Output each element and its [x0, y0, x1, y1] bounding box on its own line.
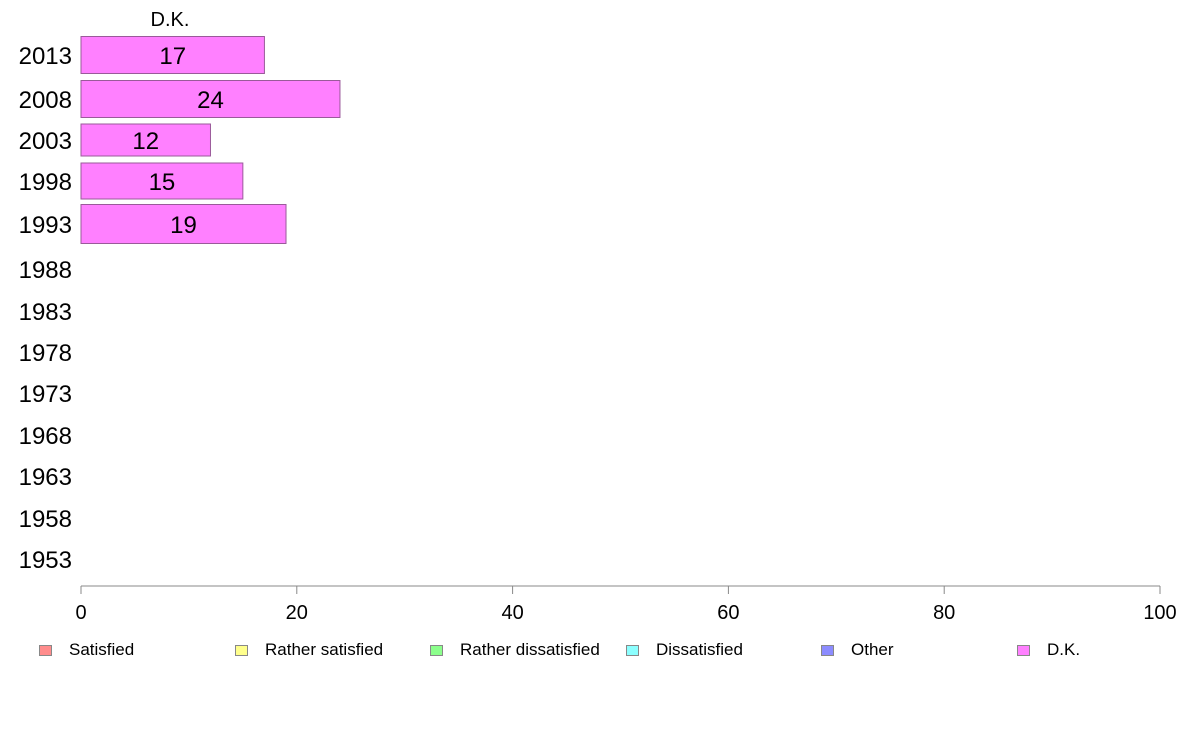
legend-label-satisfied: Satisfied — [69, 640, 135, 659]
category-label-1968: 1968 — [19, 423, 72, 450]
category-label-1988: 1988 — [19, 257, 72, 284]
legend-item-rather-dissatisfied: Rather dissatisfied — [430, 638, 600, 662]
data-label-d-k-1998: 15 — [149, 169, 176, 196]
x-tick-label-0: 0 — [75, 602, 86, 624]
x-axis: 0 20 40 60 80 100 — [75, 585, 1177, 624]
legend-swatch-d-k — [1017, 644, 1030, 656]
category-labels: 2013 2008 2003 1998 1993 1988 1983 1978 1973 1968… — [19, 43, 72, 574]
legend-item-rather-satisfied: Rather satisfied — [235, 638, 383, 662]
data-label-d-k-2003: 12 — [132, 128, 159, 155]
legend-item-other: Other — [821, 638, 894, 662]
bar-d-k-2008 — [80, 80, 341, 118]
series-title: D.K. — [151, 9, 190, 31]
category-label-1958: 1958 — [19, 506, 72, 533]
bars-layer: 17 24 12 15 19 — [80, 36, 341, 244]
bar-d-k-2013 — [80, 36, 265, 74]
category-label-2003: 2003 — [19, 128, 72, 155]
legend-swatch-rather-satisfied — [235, 644, 248, 656]
x-tick-label-40: 40 — [501, 602, 523, 624]
legend-item-d-k: D.K. — [1017, 638, 1080, 662]
legend-label-dissatisfied: Dissatisfied — [656, 640, 743, 659]
x-tick-label-20: 20 — [286, 602, 308, 624]
bar-d-k-1993 — [80, 204, 287, 244]
legend-label-d-k: D.K. — [1047, 640, 1081, 659]
data-label-d-k-1993: 19 — [170, 212, 197, 239]
bar-d-k-2003 — [80, 123, 211, 157]
legend-label-other: Other — [851, 640, 894, 659]
legend-swatch-other — [821, 644, 834, 656]
legend-swatch-dissatisfied — [626, 644, 639, 656]
category-label-1993: 1993 — [19, 212, 72, 239]
category-label-1983: 1983 — [19, 299, 72, 326]
category-label-1978: 1978 — [19, 340, 72, 367]
x-tick-label-60: 60 — [717, 602, 739, 624]
category-label-1963: 1963 — [19, 464, 72, 491]
x-tick-label-100: 100 — [1143, 602, 1176, 624]
data-label-d-k-2008: 24 — [197, 87, 224, 114]
category-label-1953: 1953 — [19, 547, 72, 574]
legend-label-rather-dissatisfied: Rather dissatisfied — [460, 640, 600, 659]
legend-item-dissatisfied: Dissatisfied — [626, 638, 743, 662]
legend-label-rather-satisfied: Rather satisfied — [265, 640, 384, 659]
legend-swatch-satisfied — [39, 644, 52, 656]
category-label-2008: 2008 — [19, 87, 72, 114]
x-tick-label-80: 80 — [933, 602, 955, 624]
legend-swatch-rather-dissatisfied — [430, 644, 443, 656]
data-label-d-k-2013: 17 — [159, 43, 186, 70]
bar-d-k-1998 — [80, 162, 244, 200]
category-label-1973: 1973 — [19, 381, 72, 408]
legend: Satisfied Rather satisfied Rather dissatis… — [0, 638, 1188, 662]
category-label-1998: 1998 — [19, 169, 72, 196]
category-label-2013: 2013 — [19, 43, 72, 70]
legend-item-satisfied: Satisfied — [39, 638, 134, 662]
